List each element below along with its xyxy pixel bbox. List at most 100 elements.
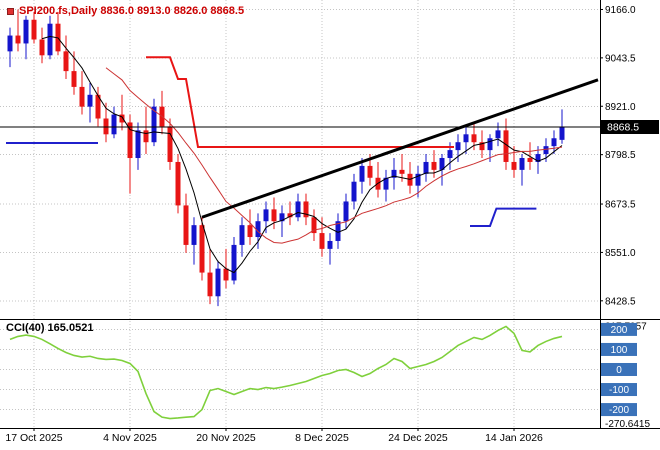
date-tick-label: 24 Dec 2025 bbox=[388, 432, 448, 444]
candle-down bbox=[183, 205, 189, 245]
resistance-step-line bbox=[146, 56, 454, 148]
candle-up bbox=[111, 114, 117, 135]
candle-down bbox=[503, 130, 509, 162]
cci-level-badge-label: 100 bbox=[611, 345, 628, 356]
date-tick-label: 4 Nov 2025 bbox=[103, 432, 157, 444]
candle-up bbox=[231, 244, 237, 281]
candle-up bbox=[255, 221, 261, 238]
price-tick-label: 8428.5 bbox=[605, 296, 636, 307]
cci-level-badge bbox=[601, 342, 637, 356]
candle-up bbox=[263, 209, 269, 222]
candle-down bbox=[511, 161, 517, 170]
candle-down bbox=[63, 51, 69, 72]
candle-up bbox=[191, 225, 197, 245]
trendline[interactable] bbox=[201, 78, 599, 219]
candle-up bbox=[239, 225, 245, 245]
candle-down bbox=[223, 268, 229, 281]
candle-up bbox=[439, 158, 445, 170]
candle-down bbox=[103, 118, 109, 135]
candle-down bbox=[119, 114, 125, 123]
candle-up bbox=[279, 213, 285, 222]
candle-down bbox=[15, 35, 21, 44]
candle-down bbox=[199, 225, 205, 273]
candle-down bbox=[95, 94, 101, 119]
candle-up bbox=[359, 165, 365, 182]
support-step-right bbox=[470, 207, 537, 227]
candle-up bbox=[551, 138, 557, 147]
date-tick-label: 17 Oct 2025 bbox=[5, 432, 62, 444]
candle-down bbox=[479, 142, 485, 151]
candle-down bbox=[319, 233, 325, 249]
price-tick-label: 8798.5 bbox=[605, 150, 636, 161]
candle-down bbox=[303, 201, 309, 218]
candle-up bbox=[383, 177, 389, 190]
candle-up bbox=[487, 138, 493, 151]
candle-up bbox=[543, 146, 549, 155]
candle-down bbox=[311, 217, 317, 234]
candle-up bbox=[335, 221, 341, 241]
candle-up bbox=[463, 134, 469, 143]
candle-down bbox=[287, 213, 293, 218]
ma-slow-line bbox=[105, 67, 563, 244]
candle-up bbox=[23, 19, 29, 44]
candle-down bbox=[431, 161, 437, 170]
cci-level-badge-label: -200 bbox=[609, 405, 629, 416]
cci-level-badge bbox=[601, 383, 637, 397]
candle-up bbox=[7, 35, 13, 52]
symbol-ohlc-label: SPI200.fs,Daily 8836.0 8913.0 8826.0 886… bbox=[19, 5, 245, 17]
candle-up bbox=[535, 154, 541, 162]
cci-level-badge bbox=[601, 322, 637, 336]
candle-down bbox=[175, 161, 181, 206]
candle-up bbox=[47, 23, 53, 56]
indicator-label: CCI(40) 165.0521 bbox=[6, 322, 94, 334]
cci-level-badge bbox=[601, 362, 637, 376]
candle-up bbox=[559, 127, 565, 140]
candle-down bbox=[367, 165, 373, 178]
candle-up bbox=[351, 181, 357, 202]
candle-down bbox=[127, 122, 133, 159]
date-tick-label: 8 Dec 2025 bbox=[295, 432, 349, 444]
candle-up bbox=[519, 158, 525, 170]
candle-up bbox=[415, 173, 421, 186]
date-tick-label: 20 Nov 2025 bbox=[196, 432, 256, 444]
candle-up bbox=[343, 201, 349, 222]
candle-up bbox=[87, 94, 93, 107]
candle-down bbox=[207, 272, 213, 297]
candle-up bbox=[215, 268, 221, 297]
candle-up bbox=[391, 169, 397, 178]
candle-up bbox=[295, 201, 301, 218]
price-tick-label: 8673.5 bbox=[605, 200, 636, 211]
candle-down bbox=[31, 19, 37, 40]
candle-up bbox=[327, 240, 333, 249]
price-badge bbox=[601, 120, 659, 135]
price-tick-label: 8551.0 bbox=[605, 248, 636, 259]
candle-up bbox=[455, 142, 461, 151]
cci-level-badge bbox=[601, 403, 637, 417]
price-tick-label: 9043.5 bbox=[605, 53, 636, 64]
date-tick-label: 14 Jan 2026 bbox=[485, 432, 543, 444]
symbol-marker-icon bbox=[7, 7, 14, 15]
candle-up bbox=[151, 106, 157, 143]
cci-level-badge-label: 200 bbox=[611, 325, 628, 336]
candle-down bbox=[79, 86, 85, 107]
cci-level-badge-label: 0 bbox=[616, 365, 622, 376]
candle-down bbox=[271, 209, 277, 222]
candle-down bbox=[39, 39, 45, 56]
price-tick-label: 8921.0 bbox=[605, 102, 636, 113]
candle-down bbox=[399, 169, 405, 174]
price-badge-label: 8868.5 bbox=[607, 122, 639, 134]
candle-down bbox=[247, 225, 253, 238]
candle-down bbox=[143, 130, 149, 143]
candle-down bbox=[71, 71, 77, 87]
cci-level-badge-label: -100 bbox=[609, 385, 629, 396]
candle-down bbox=[167, 126, 173, 162]
symbol-title: SPI200.fs,Daily 8836.0 8913.0 8826.0 886… bbox=[7, 5, 244, 17]
candle-down bbox=[527, 158, 533, 162]
candle-up bbox=[423, 161, 429, 174]
candle-down bbox=[471, 134, 477, 143]
candle-up bbox=[135, 130, 141, 159]
cci-line bbox=[9, 325, 563, 420]
candle-up bbox=[495, 130, 501, 139]
